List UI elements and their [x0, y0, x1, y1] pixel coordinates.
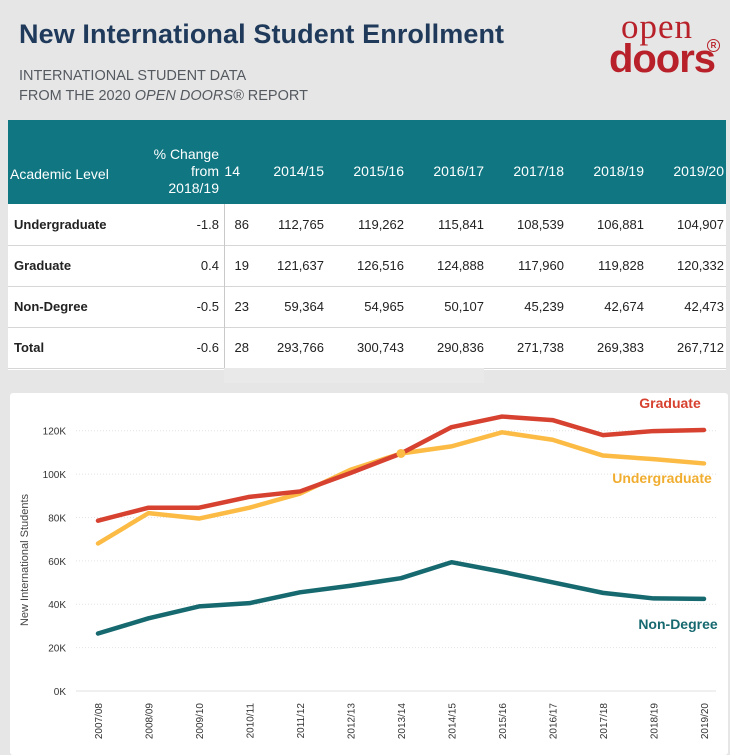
header-year-2018-19[interactable]: 2018/19: [593, 163, 644, 179]
series-label-non-degree: Non-Degree: [638, 616, 718, 632]
row-value: 115,841: [437, 217, 484, 232]
table-row[interactable]: Non-Degree -0.5 59,364 54,965 50,107 45,239 42…: [8, 286, 726, 328]
header-year-2016-17[interactable]: 2016/17: [433, 163, 484, 179]
x-tick-label: 2016/17: [549, 703, 560, 740]
row-value: 54,965: [364, 299, 404, 314]
row-value: 50,107: [444, 299, 484, 314]
row-value-clipped: 23: [234, 299, 249, 314]
row-value: 119,262: [357, 217, 404, 232]
y-tick-label: 0K: [54, 687, 67, 698]
row-value: 120,332: [677, 258, 724, 273]
series-label-undergraduate: Undergraduate: [612, 470, 712, 486]
y-tick-label: 20K: [48, 644, 66, 655]
x-tick-label: 2019/20: [700, 703, 711, 740]
row-value: 42,473: [684, 299, 724, 314]
y-tick-label: 80K: [48, 513, 66, 524]
row-value: 59,364: [284, 299, 324, 314]
series-line-graduate: [95, 414, 707, 523]
row-value: 126,516: [357, 258, 404, 273]
row-value: 300,743: [357, 340, 404, 355]
row-value: 124,888: [437, 258, 484, 273]
row-value: 267,712: [677, 340, 724, 355]
row-percent-change: 0.4: [200, 258, 219, 273]
series-line-non-degree: [95, 559, 707, 636]
subtitle-line-1: INTERNATIONAL STUDENT DATA: [19, 68, 247, 84]
frozen-column-divider: [224, 204, 225, 369]
enrollment-table[interactable]: Academic Level % Change from 2018/19 201…: [8, 120, 726, 370]
x-tick-label: 2011/12: [296, 703, 307, 739]
row-value: 108,539: [517, 217, 564, 232]
x-tick-label: 2008/09: [145, 703, 156, 740]
table-header: Academic Level % Change from 2018/19 201…: [8, 120, 726, 204]
row-percent-change: -0.5: [196, 299, 219, 314]
table-row[interactable]: Total -0.6 293,766 300,743 290,836 271,738 269…: [8, 327, 726, 369]
row-value: 117,960: [517, 258, 564, 273]
row-value: 112,765: [277, 217, 324, 232]
row-value: 104,907: [677, 217, 724, 232]
row-label: Undergraduate: [14, 217, 107, 232]
x-tick-label: 2015/16: [498, 703, 509, 740]
x-tick-label: 2017/18: [599, 703, 610, 740]
x-tick-label: 2007/08: [94, 703, 105, 740]
header-year-2017-18[interactable]: 2017/18: [513, 163, 564, 179]
row-value: 290,836: [437, 340, 484, 355]
y-tick-label: 120K: [43, 427, 67, 438]
x-tick-label: 2012/13: [347, 703, 358, 740]
x-tick-label: 2018/19: [650, 703, 661, 740]
logo-doors-text: doors: [608, 37, 716, 81]
header-year-2015-16[interactable]: 2015/16: [353, 163, 404, 179]
row-value: 293,766: [277, 340, 324, 355]
clipped-scroll-column: '14 86 19 23 28: [224, 120, 252, 369]
enrollment-chart: 0K 20K 40K 60K 80K 100K 120K New International …: [10, 393, 728, 755]
row-label: Total: [14, 340, 45, 355]
header-academic-level[interactable]: Academic Level: [10, 166, 109, 182]
row-value: 119,828: [597, 258, 644, 273]
header-percent-change[interactable]: % Change from 2018/19: [153, 146, 219, 196]
subtitle-line-2: FROM THE 2020 OPEN DOORS® REPORT: [19, 88, 308, 104]
page-subtitle: INTERNATIONAL STUDENT DATA FROM THE 2020…: [19, 66, 308, 106]
row-value: 45,239: [524, 299, 564, 314]
row-value: 42,674: [604, 299, 644, 314]
header-year-clipped: '14: [224, 163, 240, 179]
row-value: 121,637: [277, 258, 324, 273]
row-label: Graduate: [14, 258, 72, 273]
highlight-point: [396, 448, 406, 458]
row-percent-change: -1.8: [196, 217, 219, 232]
logo-open-text: open: [620, 7, 694, 46]
row-percent-change: -0.6: [196, 340, 219, 355]
table-horizontal-scrollbar[interactable]: [224, 368, 484, 383]
table-row[interactable]: Undergraduate -1.8 112,765 119,262 115,841 10…: [8, 204, 726, 246]
row-value: 106,881: [597, 217, 644, 232]
x-tick-label: 2010/11: [246, 703, 257, 739]
y-axis-title: New International Students: [19, 493, 31, 626]
row-value-clipped: 28: [234, 340, 249, 355]
table-row[interactable]: Graduate 0.4 121,637 126,516 124,888 117,960 1…: [8, 245, 726, 287]
header-year-2019-20[interactable]: 2019/20: [673, 163, 724, 179]
page-title: New International Student Enrollment: [19, 19, 505, 49]
series-label-graduate: Graduate: [639, 395, 701, 411]
open-doors-logo: open doors R: [603, 7, 723, 81]
x-tick-label: 2009/10: [195, 703, 206, 740]
header-year-2014-15[interactable]: 2014/15: [273, 163, 324, 179]
x-tick-label: 2014/15: [448, 703, 459, 740]
y-tick-label: 40K: [48, 600, 66, 611]
y-tick-label: 100K: [43, 470, 67, 481]
row-value-clipped: 86: [234, 217, 249, 232]
row-value-clipped: 19: [234, 258, 249, 273]
row-label: Non-Degree: [14, 299, 88, 314]
row-value: 269,383: [597, 340, 644, 355]
row-value: 271,738: [517, 340, 564, 355]
line-chart-svg: 0K 20K 40K 60K 80K 100K 120K New International …: [19, 395, 718, 740]
y-tick-label: 60K: [48, 557, 66, 568]
registered-mark-icon: R: [707, 39, 720, 52]
x-tick-label: 2013/14: [397, 703, 408, 740]
